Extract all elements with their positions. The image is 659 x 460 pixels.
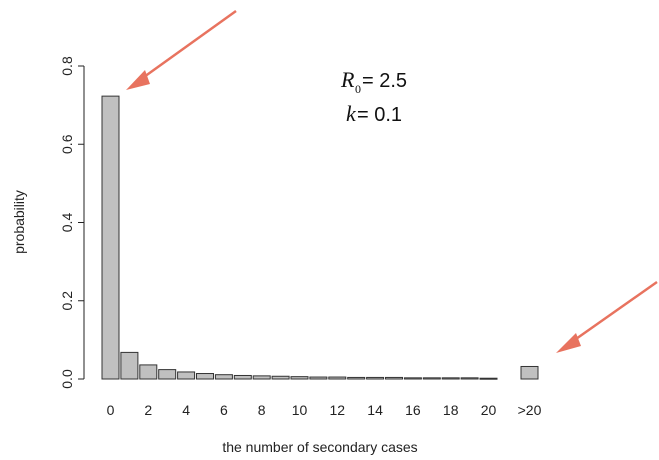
bar-5 [196,373,214,380]
bar-18 [441,377,460,380]
arrow-top [126,9,237,90]
bar-17 [422,377,441,380]
k-value: = 0.1 [357,104,402,126]
k-symbol: k [346,101,357,126]
y-tick-label: 0.0 [59,369,75,389]
x-tick-label: 0 [107,402,115,418]
bar-0 [101,95,120,380]
x-tick-label: 16 [405,402,421,418]
x-tick-label: 4 [182,402,190,418]
y-axis: 0.0 0.2 0.4 0.6 0.8 [59,56,85,389]
bar-3 [158,369,177,380]
bars [101,95,539,380]
bar-15 [385,376,403,380]
x-axis-label: the number of secondary cases [222,439,417,455]
r0-annotation: R 0 = 2.5 [340,67,407,96]
x-tick-label: 10 [292,402,308,418]
r0-subscript: 0 [355,82,361,96]
bar-16 [403,377,422,380]
x-tick-label: 12 [330,402,346,418]
x-tick-label: 2 [144,402,152,418]
bar-8 [252,375,271,380]
x-tick-label: 18 [443,402,459,418]
y-tick-label: 0.8 [59,56,75,76]
y-tick-label: 0.6 [59,134,75,154]
r0-symbol: R [340,67,355,92]
bar-2 [139,364,158,380]
bar-10 [290,376,309,380]
y-tick-label: 0.2 [59,291,75,311]
bar-6 [214,374,233,380]
arrow-right [556,280,658,353]
x-tick-label: >20 [518,402,542,418]
bar-1 [120,351,139,380]
x-tick-label: 14 [367,402,383,418]
bar-12 [328,376,347,380]
y-axis-label: probability [11,190,27,254]
x-tick-label: 6 [220,402,228,418]
k-annotation: k = 0.1 [346,101,402,126]
bar-7 [233,374,252,380]
bar-19 [460,377,479,380]
bar-9 [271,375,290,380]
x-axis-ticks: 0 2 4 6 8 10 12 14 16 18 20 >20 [107,402,542,418]
bar-20 [479,377,498,380]
y-tick-label: 0.4 [59,213,75,233]
bar-13 [347,376,366,380]
bar-4 [177,371,196,380]
bar-gt20 [520,365,539,380]
r0-value: = 2.5 [362,70,407,92]
bar-11 [309,376,328,380]
x-tick-label: 8 [258,402,266,418]
bar-14 [366,376,385,380]
x-tick-label: 20 [481,402,497,418]
